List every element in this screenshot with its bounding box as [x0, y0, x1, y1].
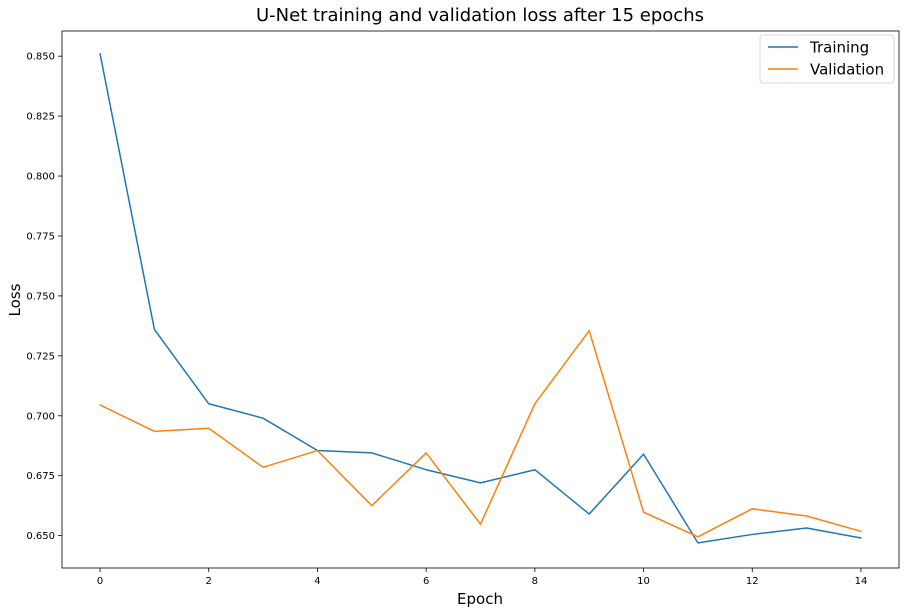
y-tick-label: 0.750 — [26, 291, 55, 302]
series-lines — [99, 53, 862, 544]
series-line-training — [99, 53, 862, 544]
y-tick-label: 0.850 — [26, 52, 55, 63]
x-tick-label: 10 — [637, 576, 650, 587]
x-tick-label: 6 — [423, 576, 429, 587]
y-tick-label: 0.800 — [26, 172, 55, 183]
x-axis: 0 2 4 6 8 10 12 14 — [97, 568, 867, 587]
legend-label-validation: Validation — [810, 61, 884, 79]
x-tick-label: 14 — [855, 576, 868, 587]
x-axis-label: Epoch — [457, 590, 503, 608]
chart-title: U-Net training and validation loss after… — [256, 5, 704, 26]
y-axis-label: Loss — [6, 283, 24, 316]
x-tick-label: 12 — [746, 576, 759, 587]
y-tick-label: 0.825 — [26, 112, 55, 123]
series-line-validation — [99, 329, 862, 538]
y-tick-label: 0.650 — [26, 531, 55, 542]
y-tick-label: 0.775 — [26, 231, 55, 242]
x-tick-label: 2 — [206, 576, 212, 587]
y-tick-label: 0.725 — [26, 351, 55, 362]
legend: Training Validation — [759, 34, 895, 84]
y-axis: 0.650 0.675 0.700 0.725 0.750 0.775 0.800 0.825… — [26, 52, 62, 542]
y-tick-label: 0.700 — [26, 411, 55, 422]
x-tick-label: 8 — [532, 576, 538, 587]
legend-label-training: Training — [809, 39, 869, 57]
x-tick-label: 0 — [97, 576, 103, 587]
plot-frame — [61, 30, 900, 569]
x-tick-label: 4 — [314, 576, 320, 587]
y-tick-label: 0.675 — [26, 471, 55, 482]
